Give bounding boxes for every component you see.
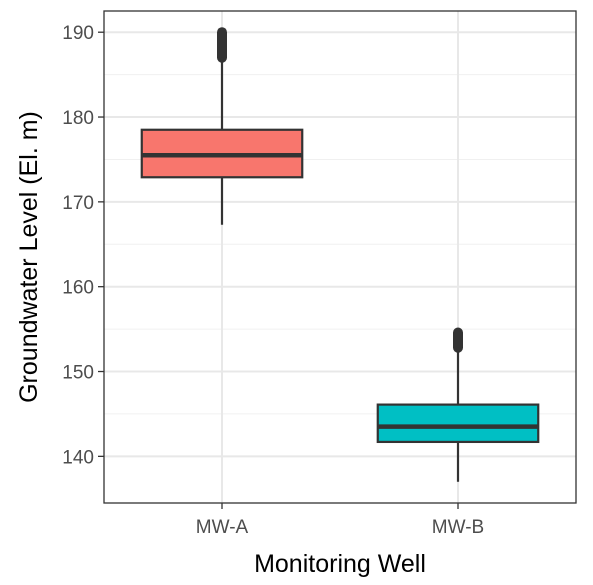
x-axis-title: Monitoring Well: [254, 550, 426, 578]
x-tick-label: MW-B: [432, 517, 484, 538]
box-series: [140, 27, 540, 482]
y-tick-label: 150: [62, 363, 94, 384]
y-tick-label: 140: [62, 447, 94, 468]
plot-panel-border: [103, 10, 577, 504]
y-tick-label: 160: [62, 278, 94, 299]
y-axis-title: Groundwater Level (El. m): [15, 111, 43, 403]
y-tick-label: 180: [62, 108, 94, 129]
x-tick-label: MW-A: [196, 517, 249, 538]
box-mw-b: [376, 327, 540, 482]
x-axis: MW-A MW-B: [196, 503, 484, 538]
y-axis: 140 150 160 170 180 190: [62, 23, 104, 468]
box-iqr: [376, 403, 540, 444]
y-tick-label: 170: [62, 193, 94, 214]
major-gridlines: [104, 11, 576, 503]
y-tick-label: 190: [62, 23, 94, 44]
box-mw-a: [140, 27, 304, 225]
